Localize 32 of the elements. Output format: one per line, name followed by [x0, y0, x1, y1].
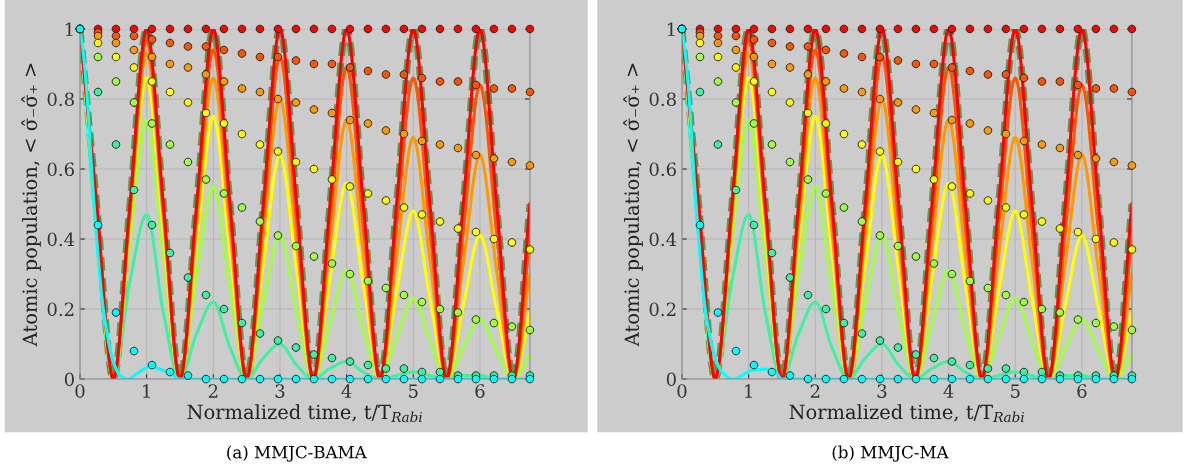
y-tick-label: 0.8	[47, 92, 74, 107]
y-tick-label: 0.8	[649, 92, 676, 107]
x-tick-label: 1	[745, 384, 752, 398]
y-tick-label: 1	[667, 22, 675, 36]
text: (b) MMJC-MA	[832, 445, 949, 462]
x-axis-title: Normalized time, t/T$_{Rabi}$	[789, 404, 1024, 423]
y-tick-label: 0	[666, 372, 676, 387]
y-tick-label: 0.6	[47, 162, 74, 177]
y-axis-title: Atomic population, < σ̂₋σ̂₊ >	[623, 63, 643, 347]
y-tick-label: 0.4	[649, 232, 677, 247]
x-tick-label: 6	[1077, 384, 1087, 398]
x-axis-title: Normalized time, t/T$_{Rabi}$	[187, 404, 423, 423]
x-tick-label: 0	[677, 384, 687, 398]
x-tick-label: 2	[208, 384, 218, 398]
x-tick-label: 4	[943, 384, 954, 398]
text: (a) MMJC-BAMA	[227, 445, 367, 462]
x-tick-label: 5	[409, 384, 418, 398]
y-tick-label: 0.2	[649, 302, 676, 317]
x-tick-label: 1	[143, 384, 150, 398]
y-tick-label: 0.2	[47, 302, 74, 317]
x-tick-label: 5	[1011, 384, 1020, 398]
y-tick-label: 0	[64, 372, 74, 387]
x-tick-label: 3	[877, 384, 887, 398]
y-tick-label: 0.6	[649, 162, 676, 177]
x-tick-label: 3	[275, 384, 285, 398]
y-tick-label: 0.4	[47, 232, 75, 247]
y-axis-title: Atomic population, < σ̂₋σ̂₊ >	[21, 63, 41, 347]
x-tick-label: 4	[341, 384, 352, 398]
y-tick-label: 1	[65, 22, 73, 36]
x-tick-label: 2	[810, 384, 820, 398]
x-tick-label: 0	[75, 384, 85, 398]
x-tick-label: 6	[475, 384, 485, 398]
